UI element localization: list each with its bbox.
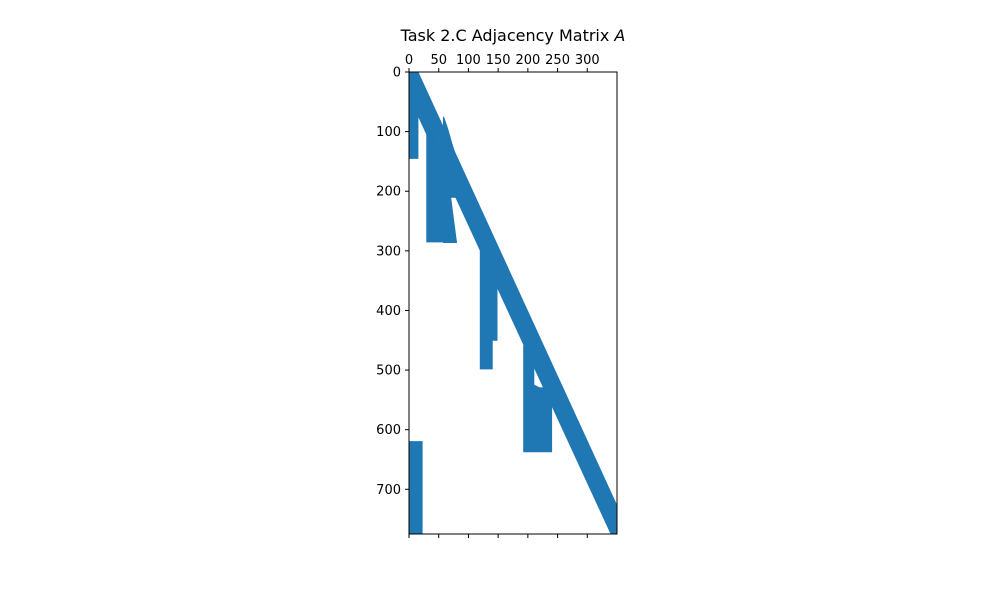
y-tick-label: 500 [376, 364, 401, 379]
region-block-3 [443, 116, 461, 243]
x-tick-label: 300 [575, 53, 600, 68]
chart-title-text: Task 2.C Adjacency Matrix [400, 26, 615, 45]
chart-title: Task 2.C Adjacency Matrix A [400, 26, 626, 45]
plot-frame [408, 71, 618, 535]
region-diagonal-band [408, 71, 618, 535]
y-tick-label: 700 [376, 483, 401, 498]
x-tick-label: 100 [456, 53, 481, 68]
plot-regions [408, 71, 618, 535]
region-block-6 [408, 441, 423, 535]
y-tick-label: 0 [393, 66, 401, 81]
y-tick-label: 400 [376, 304, 401, 319]
region-block-4 [479, 227, 498, 370]
x-axis: 0 50 100 150 200 250 300 [405, 53, 600, 538]
y-tick-label: 600 [376, 423, 401, 438]
y-tick-label: 200 [376, 185, 401, 200]
x-tick-label: 150 [486, 53, 511, 68]
region-block-5 [523, 345, 553, 453]
y-tick-label: 100 [376, 125, 401, 140]
x-tick-label: 250 [545, 53, 570, 68]
y-axis: 0 100 200 300 400 500 600 700 [376, 66, 409, 498]
x-tick-label: 50 [430, 53, 447, 68]
chart-title-symbol: A [613, 26, 625, 45]
y-tick-label: 300 [376, 244, 401, 259]
x-tick-label: 200 [515, 53, 540, 68]
x-tick-label: 0 [405, 53, 413, 68]
